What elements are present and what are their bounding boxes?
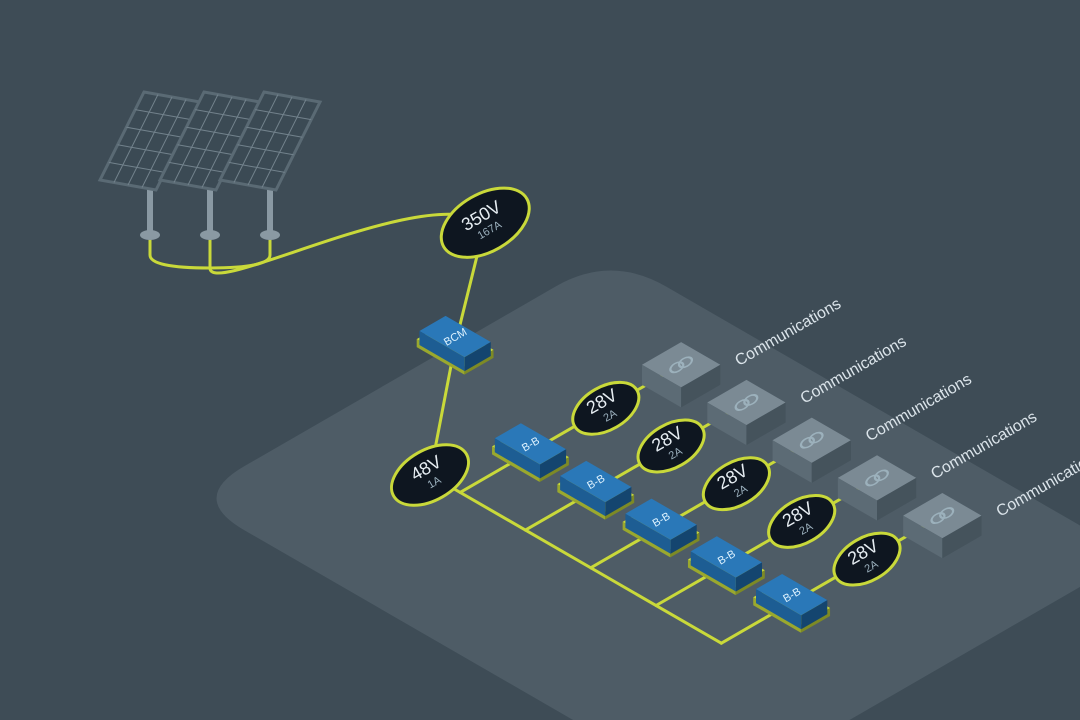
platform — [217, 271, 1080, 720]
input-node: 350V167A — [429, 174, 541, 272]
